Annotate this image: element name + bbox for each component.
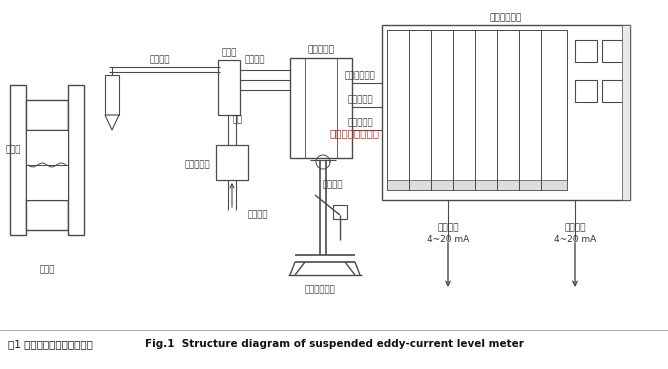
Bar: [602, 80, 624, 102]
Text: 结晶器: 结晶器: [39, 266, 55, 275]
Text: 标定信号缆: 标定信号缆: [347, 118, 373, 128]
Text: 集成电缆: 集成电缆: [244, 55, 265, 65]
Text: 图1 悬挂式涡流液位计结构图: 图1 悬挂式涡流液位计结构图: [8, 339, 93, 349]
Bar: [105, 75, 119, 115]
Text: 液位信号: 液位信号: [438, 224, 459, 232]
Text: 气管: 气管: [233, 115, 243, 124]
Bar: [575, 80, 597, 102]
Bar: [387, 30, 567, 190]
Bar: [26, 100, 68, 130]
Text: 控制信号缆: 控制信号缆: [347, 96, 373, 104]
Text: 涡流液位仳表: 涡流液位仳表: [490, 14, 522, 23]
Text: Fig.1  Structure diagram of suspended eddy-current level meter: Fig.1 Structure diagram of suspended edd…: [145, 339, 524, 349]
Bar: [622, 25, 630, 200]
Bar: [68, 85, 84, 235]
Text: 4~20 mA: 4~20 mA: [554, 235, 596, 245]
Text: 传感器: 传感器: [6, 145, 21, 155]
Bar: [216, 145, 248, 180]
Text: 冷却气体: 冷却气体: [248, 210, 269, 220]
Text: 前置放大器: 前置放大器: [307, 45, 335, 55]
Bar: [10, 85, 26, 235]
Bar: [290, 58, 352, 158]
Text: 固定架: 固定架: [221, 48, 236, 58]
Text: 传感器信号缆: 传感器信号缆: [345, 72, 375, 80]
Text: 4~20 mA: 4~20 mA: [427, 235, 469, 245]
Bar: [26, 130, 68, 200]
Bar: [26, 200, 68, 230]
Bar: [387, 180, 567, 190]
Text: 节流过滤器: 节流过滤器: [184, 161, 210, 169]
Bar: [575, 40, 597, 62]
Text: 江苏华云流量仳表: 江苏华云流量仳表: [330, 128, 380, 138]
Text: 支架悬臂: 支架悬臂: [150, 55, 170, 65]
Bar: [382, 25, 630, 200]
Bar: [602, 40, 624, 62]
Text: 自动标定装置: 自动标定装置: [305, 286, 335, 294]
Text: 标定电缆: 标定电缆: [323, 180, 343, 190]
Polygon shape: [105, 115, 119, 130]
Bar: [218, 60, 240, 115]
Text: 温度信号: 温度信号: [564, 224, 586, 232]
Bar: [333, 205, 347, 219]
